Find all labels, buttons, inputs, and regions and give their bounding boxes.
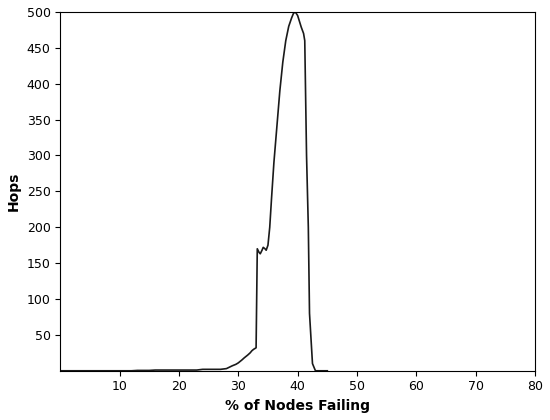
X-axis label: % of Nodes Failing: % of Nodes Failing [225, 399, 370, 413]
Y-axis label: Hops: Hops [7, 172, 21, 211]
